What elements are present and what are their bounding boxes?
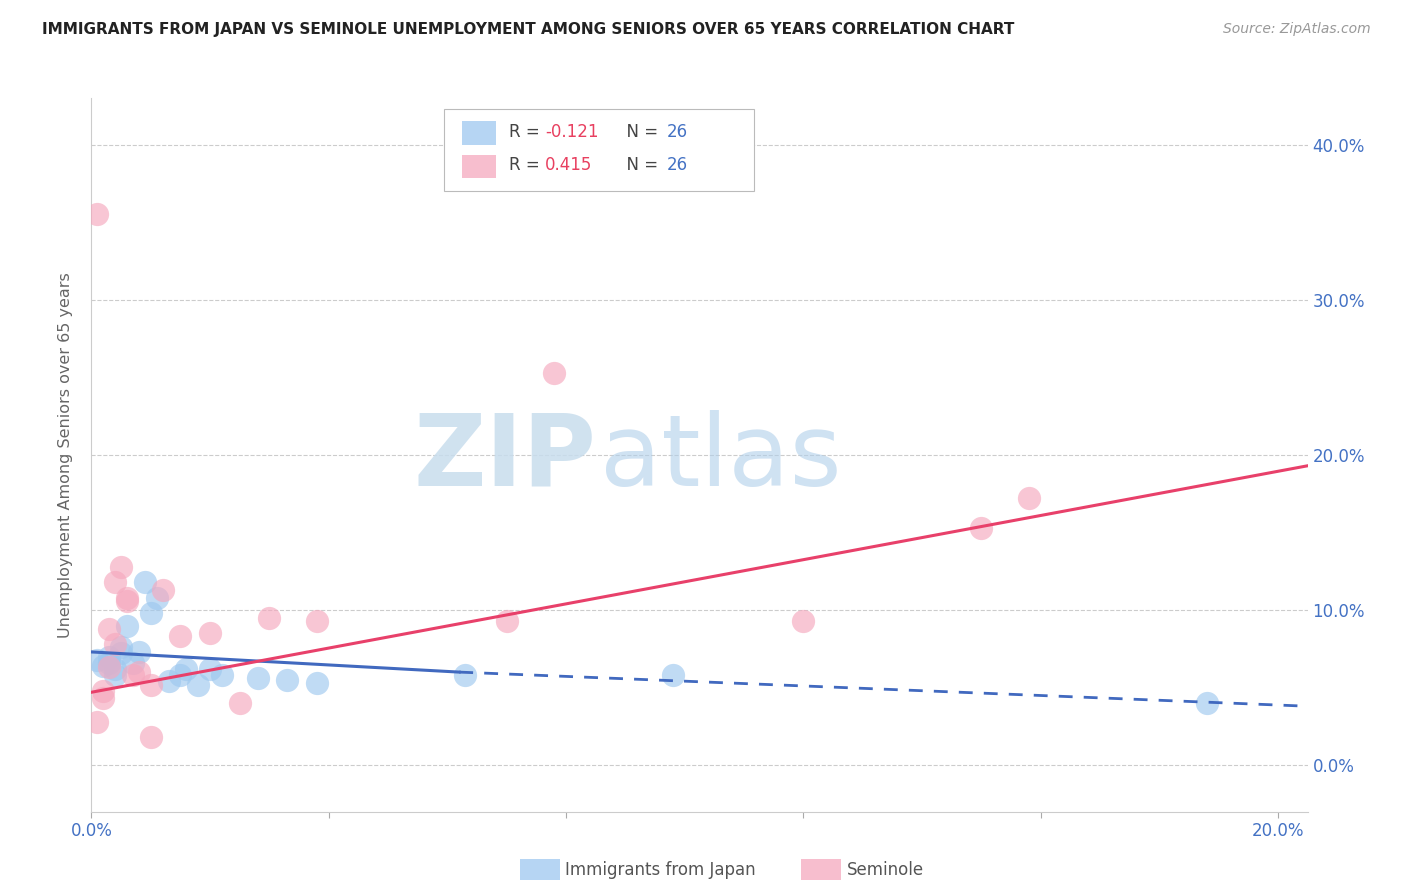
- Point: [115, 591, 138, 605]
- Text: Seminole: Seminole: [846, 861, 924, 879]
- Point: [198, 662, 221, 676]
- Text: R =: R =: [509, 156, 544, 174]
- Text: R =: R =: [509, 123, 544, 141]
- Point: [157, 674, 180, 689]
- Point: [122, 668, 145, 682]
- Point: [115, 593, 138, 607]
- Point: [91, 659, 114, 673]
- Point: [145, 591, 167, 605]
- Bar: [463, 155, 496, 178]
- Point: [276, 673, 298, 687]
- Point: [1018, 491, 1040, 506]
- Point: [169, 629, 191, 643]
- Point: [792, 614, 814, 628]
- Text: ZIP: ZIP: [413, 410, 596, 507]
- Point: [305, 614, 328, 628]
- Point: [228, 696, 250, 710]
- Point: [110, 647, 132, 661]
- Point: [662, 668, 685, 682]
- Point: [104, 662, 127, 676]
- Point: [104, 575, 127, 590]
- Text: -0.121: -0.121: [546, 123, 599, 141]
- Point: [495, 614, 517, 628]
- Text: atlas: atlas: [600, 410, 841, 507]
- Text: 26: 26: [666, 123, 688, 141]
- Text: IMMIGRANTS FROM JAPAN VS SEMINOLE UNEMPLOYMENT AMONG SENIORS OVER 65 YEARS CORRE: IMMIGRANTS FROM JAPAN VS SEMINOLE UNEMPL…: [42, 22, 1015, 37]
- Point: [169, 668, 191, 682]
- Point: [104, 668, 127, 682]
- Point: [128, 665, 150, 679]
- Text: 0.415: 0.415: [546, 156, 592, 174]
- Point: [187, 677, 209, 691]
- Text: 26: 26: [666, 156, 688, 174]
- Text: Immigrants from Japan: Immigrants from Japan: [565, 861, 756, 879]
- Point: [152, 582, 174, 597]
- Point: [115, 618, 138, 632]
- Bar: [463, 121, 496, 145]
- Point: [91, 691, 114, 706]
- Point: [86, 653, 108, 667]
- Point: [139, 731, 162, 745]
- Point: [139, 677, 162, 691]
- Point: [98, 649, 121, 664]
- Point: [122, 656, 145, 670]
- Point: [139, 606, 162, 620]
- Text: N =: N =: [616, 123, 664, 141]
- Point: [134, 575, 156, 590]
- Point: [543, 366, 565, 380]
- Point: [104, 637, 127, 651]
- Point: [86, 714, 108, 729]
- Point: [98, 656, 121, 670]
- Point: [110, 640, 132, 655]
- Text: Source: ZipAtlas.com: Source: ZipAtlas.com: [1223, 22, 1371, 37]
- Point: [86, 207, 108, 221]
- Point: [176, 662, 198, 676]
- Point: [98, 660, 121, 674]
- Point: [246, 671, 269, 685]
- Point: [198, 626, 221, 640]
- Point: [454, 668, 477, 682]
- Point: [211, 668, 233, 682]
- Point: [305, 676, 328, 690]
- FancyBboxPatch shape: [444, 109, 754, 191]
- Point: [98, 622, 121, 636]
- Text: N =: N =: [616, 156, 664, 174]
- Point: [110, 559, 132, 574]
- Y-axis label: Unemployment Among Seniors over 65 years: Unemployment Among Seniors over 65 years: [58, 272, 73, 638]
- Point: [259, 611, 281, 625]
- Point: [1195, 696, 1218, 710]
- Point: [91, 683, 114, 698]
- Point: [128, 645, 150, 659]
- Point: [970, 521, 993, 535]
